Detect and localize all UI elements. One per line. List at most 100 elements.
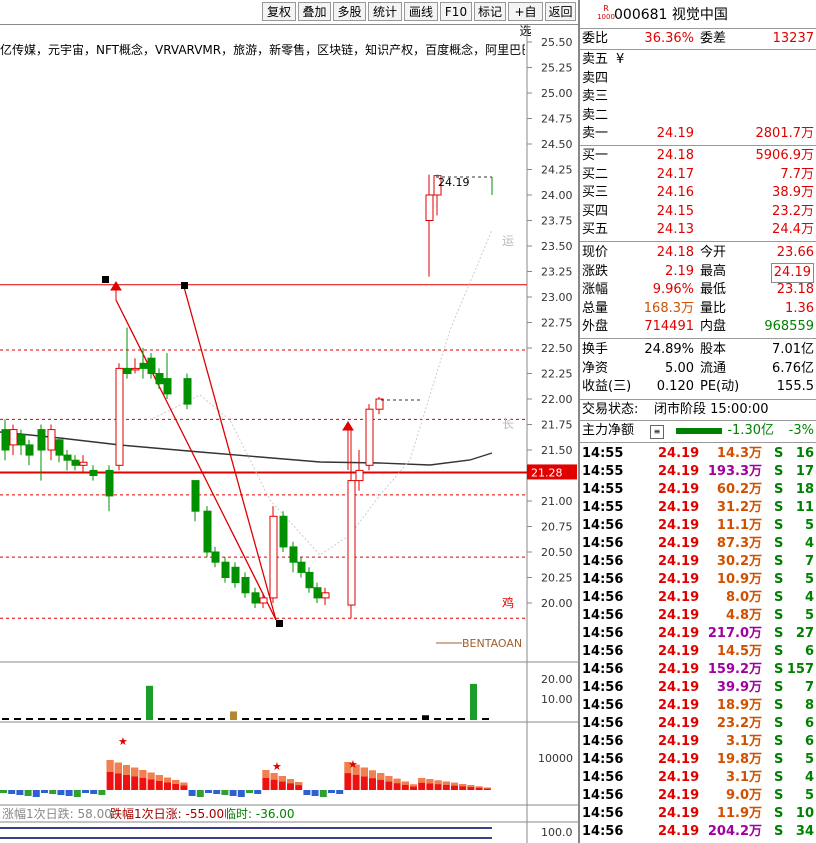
volume-bar [350, 718, 357, 720]
flow-bar-down [246, 790, 253, 793]
candle-body [79, 461, 88, 466]
volume-bar [302, 718, 309, 720]
candle-body [105, 469, 114, 497]
candle-body [17, 434, 26, 446]
volume-bar [482, 718, 489, 720]
main-net-flow[interactable]: 主力净额 ≡ -1.30亿 -3% [582, 423, 814, 439]
menu-icon[interactable]: ≡ [650, 425, 664, 439]
net-flow-bar [676, 428, 722, 434]
flow-bar-top [114, 762, 122, 774]
flow-bar-up [377, 773, 385, 790]
fund-row-1: 净资 5.00 流通 6.76亿 [582, 360, 814, 376]
flow-bar-up [426, 779, 434, 790]
flow-bar-top [483, 787, 491, 789]
stat-temp: 临时: -36.00 [224, 807, 295, 821]
volume-bar [338, 718, 345, 720]
buy-level-1[interactable]: 买一 24.18 5906.9万 [582, 148, 814, 163]
volume-bar [146, 685, 153, 720]
volume-bar [50, 718, 57, 720]
volume-bar [470, 683, 477, 720]
trade-status: 交易状态: 闭市阶段 15:00:00 [582, 402, 769, 417]
flow-bar-down [196, 790, 204, 797]
trade-row: 14:56 24.19 8.0万 S 4 [582, 590, 814, 605]
flow-bar-top [360, 767, 368, 777]
trade-row: 14:56 24.19 30.2万 S 7 [582, 554, 814, 569]
stat-row-3: 总量 168.3万 量比 1.36 [582, 300, 814, 316]
volume-bar [170, 718, 177, 720]
trade-row: 14:56 24.19 23.2万 S 6 [582, 716, 814, 731]
flow-bar-down [213, 790, 221, 794]
sell-level-2[interactable]: 卖二 [582, 107, 609, 123]
candle-body [211, 551, 220, 563]
trend-line [183, 286, 277, 621]
candle-body [71, 459, 80, 466]
buy-level-3[interactable]: 买三 24.16 38.9万 [582, 185, 814, 200]
sell-level-3[interactable]: 卖三 [582, 89, 609, 104]
candle-body [139, 362, 148, 369]
candle-body [297, 561, 306, 573]
volume-bar [266, 718, 273, 720]
buy-level-4[interactable]: 买四 24.15 23.2万 [582, 203, 814, 219]
flow-bar-up [442, 781, 450, 790]
candle-body [231, 566, 240, 584]
toolbar-button-6[interactable]: 标记 [474, 2, 506, 21]
toolbar-button-0[interactable]: 复权 [262, 2, 296, 21]
toolbar-button-5[interactable]: F10 [440, 2, 472, 21]
flow-bar-top [418, 778, 426, 783]
volume-bar [2, 718, 9, 720]
flow-bar-up [155, 775, 163, 790]
concept-tags: 亿传媒，元宇宙，NFT概念，VRVARVMR，旅游，新零售，区块链，知识产权，百… [0, 43, 525, 57]
trade-row: 14:56 24.19 39.9万 S 7 [582, 680, 814, 695]
flow-bar-up [434, 780, 442, 790]
flow-bar-up [139, 770, 147, 790]
toolbar-button-8[interactable]: 返回 [545, 2, 576, 21]
flow-bar-top [344, 762, 352, 774]
price-tick-label: 24.25 [541, 164, 573, 177]
toolbar-button-1[interactable]: 叠加 [298, 2, 331, 21]
candle-body [25, 444, 34, 456]
flow-bar-top [155, 775, 163, 781]
volume-bar [158, 718, 165, 720]
volume-bar [110, 718, 117, 720]
buy-level-5[interactable]: 买五 24.13 24.4万 [582, 222, 814, 237]
buy-level-2[interactable]: 买二 24.17 7.7万 [582, 166, 814, 182]
candle-body [269, 515, 278, 599]
candle-body [115, 367, 124, 466]
marker-square [276, 620, 283, 627]
toolbar-button-4[interactable]: 画线 [404, 2, 438, 21]
flow-bar-top [172, 780, 180, 784]
trade-row: 14:56 24.19 3.1万 S 4 [582, 770, 814, 785]
candle-body [191, 480, 200, 512]
toolbar-button-7[interactable]: +自选 [508, 2, 543, 38]
sell-level-1[interactable]: 卖一 24.19 2801.7万 [582, 126, 814, 141]
flow-bar-top [442, 781, 450, 785]
volume-bar [374, 718, 381, 720]
candle-body [321, 592, 330, 599]
fund-row-2: 收益(三) 0.120 PE(动) 155.5 [582, 379, 814, 394]
flow-bar-up [262, 770, 270, 790]
trade-row: 14:55 24.19 31.2万 S 11 [582, 500, 814, 515]
flow-bar-top [377, 773, 385, 780]
trade-row: 14:56 24.19 3.1万 S 6 [582, 734, 814, 749]
kline-chart-area[interactable]: 25.50 25.25 25.00 24.75 24.50 24.25 24.00 23.75… [0, 25, 578, 843]
price-tick-label: 22.25 [541, 368, 573, 381]
kline-chart-svg[interactable]: 25.50 25.25 25.00 24.75 24.50 24.25 24.00 23.75… [0, 25, 578, 843]
stat-row-1: 涨跌 2.19 最高 24.19 [580, 262, 816, 283]
flow-bar-up [475, 786, 483, 790]
volume-bar [434, 718, 441, 720]
flow-bar-up [131, 767, 139, 790]
flow-bar-top [139, 770, 147, 778]
current-price-tag [527, 464, 577, 480]
candle-body [203, 510, 212, 553]
toolbar-button-2[interactable]: 多股 [333, 2, 366, 21]
sell-level-5[interactable]: 卖五 ¥ [582, 52, 625, 67]
sell-level-4[interactable]: 卖四 [582, 70, 609, 86]
flow-bar-up [451, 782, 458, 790]
flow-bar-down [49, 790, 57, 794]
candle-body [9, 429, 18, 446]
toolbar-button-3[interactable]: 统计 [368, 2, 402, 21]
candle-body [259, 597, 268, 604]
flow-bar-down [237, 790, 245, 797]
flow-bar-down [254, 790, 262, 794]
side-char: 鸡 [502, 595, 514, 610]
